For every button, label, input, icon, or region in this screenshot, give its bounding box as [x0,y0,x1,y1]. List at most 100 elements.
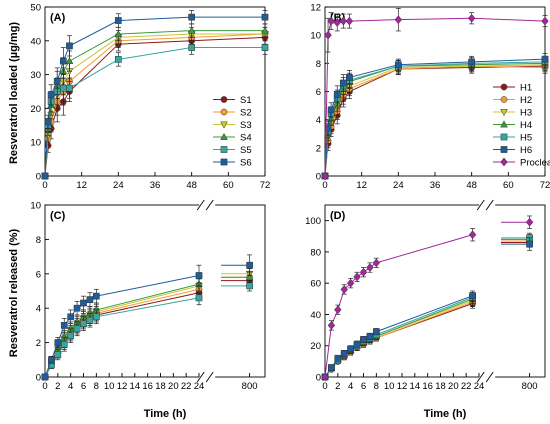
series-line [324,234,473,378]
data-point [54,339,62,346]
data-point [346,278,355,288]
top-break-mark [196,199,205,211]
legend-marker [500,146,508,153]
data-point [327,320,336,330]
y-tick-label: 4 [36,304,41,315]
series-S6 [41,10,269,180]
legend-marker [220,108,228,116]
y-tick-label: 20 [310,341,321,352]
series-H4 [321,234,534,380]
top-break-mark [485,199,494,211]
y-axis-label-bottom: Resveratrol released (%) [8,228,20,357]
data-point [187,26,196,34]
x-axis-break-mark [476,371,485,383]
series-line [324,301,473,378]
data-point [340,285,348,294]
legend-entry: H4 [520,120,532,131]
data-point [366,263,374,272]
x-axis-break-gap [479,372,496,382]
y-tick-label: 4 [316,115,321,126]
data-point [366,332,374,340]
data-point [246,282,253,290]
data-point [261,44,269,51]
y-tick-label: 80 [310,247,321,258]
y-tick-label: 0 [316,373,321,384]
panel-label: (D) [330,210,346,222]
legend-marker [500,120,508,128]
data-point [41,373,49,381]
x-tick-label: 72 [260,180,271,191]
data-point [333,90,341,98]
x-tick-label: 4 [348,381,353,392]
x-tick-label: 0 [42,180,47,191]
data-point [41,172,49,180]
data-point [526,240,533,248]
x-tick-label: 18 [155,381,166,392]
x-tick-label: 12 [76,180,87,191]
data-point [372,328,380,336]
data-point [53,78,61,85]
x-tick-label: 24 [194,381,205,392]
data-point [541,16,549,26]
y-tick-label: 8 [316,59,321,70]
y-tick-label: 0 [316,172,321,183]
data-point [114,29,123,37]
panel-label: (A) [50,12,66,24]
x-tick-label: 48 [186,180,197,191]
data-point [339,16,348,26]
x-tick-label: 36 [430,180,441,191]
series-line [324,303,473,378]
x-axis-break-gap [199,372,216,382]
data-point [328,364,335,371]
data-point [80,320,87,328]
data-point [353,272,361,282]
series-H3 [321,234,534,382]
legend-entry: S2 [240,108,252,119]
series-S4 [41,271,254,380]
legend-marker [220,146,228,153]
data-point [469,292,476,300]
series-line [44,16,265,177]
y-tick-label: 12 [310,3,321,14]
x-tick-label: 10 [104,381,115,392]
x-tick-label: 2 [55,381,60,392]
x-axis-label-left: Time (h) [144,408,187,420]
series-line [324,17,546,177]
legend-entry: S5 [240,145,252,156]
x-tick-label: 48 [466,180,477,191]
data-point [334,305,342,315]
data-point [261,26,269,34]
series-line [324,58,546,177]
data-point [73,304,81,312]
x-tick-label: 16 [422,381,433,392]
series-S3 [41,26,269,181]
data-point [245,273,254,281]
data-point [80,299,87,307]
data-point [92,313,100,321]
legend-marker [500,133,508,141]
data-point [261,13,269,21]
data-point [321,372,329,382]
x-tick-label: 800 [242,381,258,392]
data-point [340,350,348,357]
y-tick-label: 60 [310,279,321,290]
top-break-mark [476,199,485,211]
x-tick-label: 10 [384,381,395,392]
legend-entry: H1 [520,83,532,94]
data-point [86,316,94,324]
x-tick-label: 18 [435,381,446,392]
data-point [345,16,354,26]
series-H6 [321,53,549,180]
series-Proclear [321,215,534,382]
series-S2 [41,26,269,180]
data-point [73,325,81,333]
data-point [65,56,74,64]
data-point [246,261,253,269]
data-point [188,13,196,21]
series-H5 [321,55,549,180]
x-tick-label: 14 [410,381,421,392]
